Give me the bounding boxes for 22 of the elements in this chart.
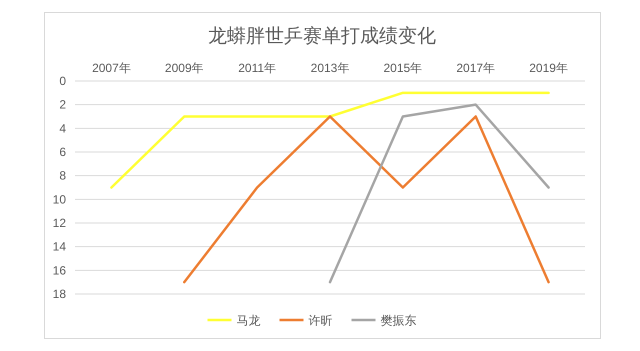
chart-title: 龙蟒胖世乒赛单打成绩变化 (208, 25, 436, 47)
line-series (328, 103, 550, 284)
y-tick-label: 18 (52, 287, 66, 301)
y-tick-label: 4 (59, 121, 66, 136)
y-tick-label: 16 (52, 263, 66, 278)
y-tick-label: 6 (59, 145, 66, 159)
x-tick-label: 2015年 (384, 61, 422, 75)
x-tick-label: 2017年 (456, 61, 496, 75)
y-tick-label: 10 (52, 192, 66, 206)
y-tick-label: 8 (59, 168, 66, 183)
legend-label: 许昕 (308, 314, 332, 328)
y-tick-label: 2 (59, 98, 66, 112)
y-tick-label: 12 (52, 216, 66, 230)
x-tick-label: 2013年 (310, 61, 350, 75)
x-tick-label: 2009年 (164, 61, 204, 75)
x-tick-label: 2007年 (92, 61, 131, 75)
x-tick-label: 2019年 (529, 61, 568, 75)
legend-label: 樊振东 (380, 314, 416, 328)
legend-label: 马龙 (236, 314, 260, 328)
y-tick-label: 14 (52, 240, 66, 254)
y-tick-label: 0 (59, 74, 66, 88)
x-tick-label: 2011年 (238, 61, 276, 75)
